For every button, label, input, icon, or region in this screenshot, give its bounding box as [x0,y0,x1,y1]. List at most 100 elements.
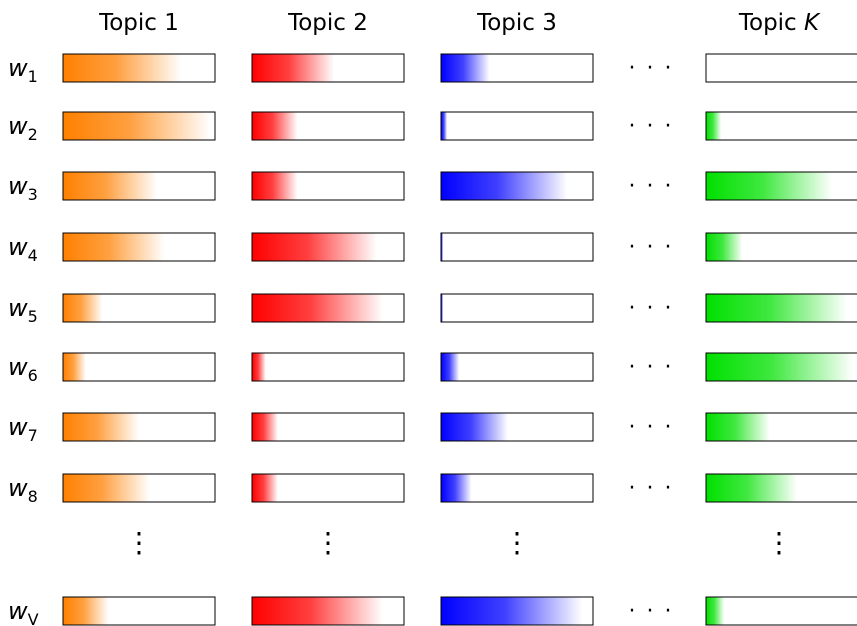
word-row-w8: w8 · · · [8,473,857,506]
probability-bar-frame [440,171,594,201]
word-row-w7: w7 · · · [8,412,857,445]
probability-bar-frame [251,53,405,83]
probability-bar-frame [62,412,216,442]
word-row-w4: w4 · · · [8,232,857,265]
probability-bar-frame [251,596,405,626]
probability-fill-bar [706,597,725,625]
word-label: w2 [8,112,38,144]
topic-headers: Topic 1 Topic 2 Topic 3 Topic K [98,10,821,36]
horizontal-ellipsis: · · · [629,114,674,139]
probability-fill-bar [252,474,278,502]
horizontal-ellipsis: · · · [629,296,674,321]
probability-bar-frame [440,53,594,83]
probability-bar-frame [251,473,405,503]
probability-fill-bar [706,112,722,140]
word-label: w4 [8,233,38,265]
word-label: w1 [8,54,38,86]
probability-bar-frame [62,232,216,262]
probability-bar-frame [440,596,594,626]
probability-fill-bar [706,353,854,381]
probability-fill-bar [441,597,583,625]
horizontal-ellipsis: · · · [629,174,674,199]
probability-bar-frame [62,111,216,141]
probability-fill-bar [441,353,460,381]
word-row-w5: w5 · · · [8,293,857,326]
probability-bar-frame [440,412,594,442]
probability-fill-bar [706,294,848,322]
probability-bar-frame [705,473,857,503]
probability-bar-frame [62,352,216,382]
word-label: wV [8,597,39,626]
probability-bar-frame [251,232,405,262]
probability-fill-bar [63,353,86,381]
probability-bar-frame [251,111,405,141]
probability-fill-bar [63,112,211,140]
word-label: w3 [8,172,38,204]
word-rows: w1 · · · w2 · · · w3 · · · w4 · · · w5 · · · w6 · ·… [8,53,857,626]
probability-bar-frame [62,293,216,323]
probability-fill-bar [252,112,298,140]
probability-fill-bar [252,233,377,261]
topic-header-2: Topic 2 [287,10,368,36]
vertical-ellipsis: ⋮ [765,526,793,559]
probability-fill-bar [441,172,568,200]
probability-bar-frame [62,596,216,626]
probability-bar-frame [440,293,594,323]
probability-bar-frame [251,171,405,201]
probability-fill-bar [441,112,448,140]
probability-fill-bar [441,54,490,82]
probability-fill-bar [63,54,182,82]
probability-bar-frame [251,412,405,442]
vertical-ellipsis: ⋮ [503,526,531,559]
probability-bar-frame [440,111,594,141]
horizontal-ellipsis: · · · [629,355,674,380]
probability-fill-bar [252,54,335,82]
probability-fill-bar [706,233,743,261]
probability-bar-frame [705,111,857,141]
probability-bar-frame [705,53,857,83]
word-row-w6: w6 · · · [8,352,857,385]
horizontal-ellipsis: · · · [629,415,674,440]
word-label: w5 [8,294,38,326]
probability-fill-bar [63,474,150,502]
probability-fill-bar [63,172,158,200]
word-row-w2: w2 · · · [8,111,857,144]
word-label: w6 [8,353,38,385]
topic-header-1: Topic 1 [98,10,179,36]
probability-fill-bar [252,172,298,200]
probability-fill-bar [706,474,798,502]
probability-fill-bar [63,413,139,441]
topic-header-3: Topic 3 [476,10,557,36]
probability-fill-bar [63,294,103,322]
probability-bar-frame [705,596,857,626]
probability-bar-frame [705,412,857,442]
horizontal-ellipsis: · · · [629,599,674,624]
probability-bar-frame [440,473,594,503]
horizontal-ellipsis: · · · [629,476,674,501]
probability-fill-bar [706,413,770,441]
probability-bar-frame [251,352,405,382]
probability-bar-frame [705,293,857,323]
word-row-wV: wV · · · [8,596,857,626]
probability-bar-frame [62,53,216,83]
horizontal-ellipsis: · · · [629,56,674,81]
vertical-ellipsis-row: ⋮ ⋮ ⋮ ⋮ [125,526,793,559]
probability-bar-frame [705,232,857,262]
probability-fill-bar [441,233,443,261]
probability-fill-bar [252,353,266,381]
probability-bar-frame [62,171,216,201]
vertical-ellipsis: ⋮ [314,526,342,559]
probability-bar-frame [705,352,857,382]
probability-bar-frame [705,171,857,201]
probability-fill-bar [706,172,833,200]
probability-fill-bar [252,294,383,322]
probability-fill-bar [63,597,109,625]
word-row-w3: w3 · · · [8,171,857,204]
probability-fill-bar [441,413,508,441]
probability-fill-bar [441,474,472,502]
word-row-w1: w1 · · · [8,53,857,86]
probability-bar-frame [62,473,216,503]
probability-bar-frame [440,232,594,262]
word-label: w8 [8,474,38,506]
